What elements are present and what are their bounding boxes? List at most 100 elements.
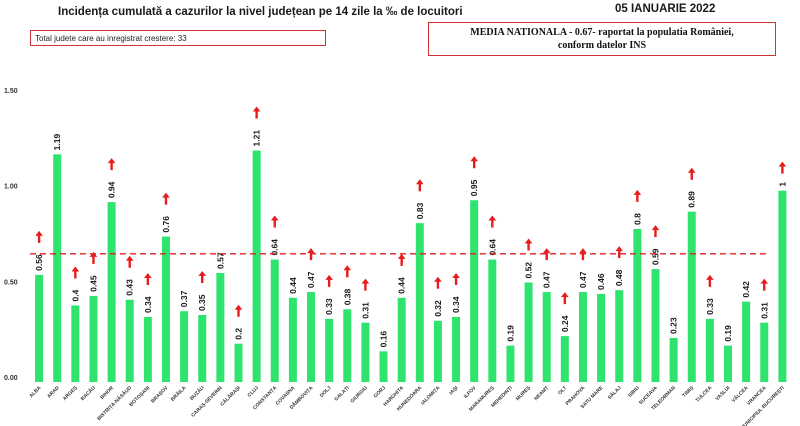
value-label: 0.52: [524, 262, 534, 279]
category-label: TULCEA: [695, 385, 714, 404]
bar: [234, 343, 243, 382]
bar: [325, 318, 334, 382]
bar: [161, 236, 170, 382]
bar: [542, 292, 551, 382]
value-label: 0.4: [70, 289, 80, 301]
y-tick-label: 0.50: [4, 279, 18, 286]
bar: [71, 305, 80, 382]
increase-arrow-icon: [488, 215, 497, 228]
bar: [270, 259, 279, 382]
growth-count-box: Total judete care au inregistrat crester…: [30, 30, 326, 46]
category-label: IAȘI: [448, 385, 460, 397]
category-label: OLT: [557, 385, 568, 396]
value-label: 0.83: [415, 202, 425, 219]
bar: [597, 293, 606, 382]
increase-arrow-icon: [144, 272, 152, 285]
increase-arrow-icon: [71, 266, 80, 279]
increase-arrow-icon: [198, 271, 207, 284]
bar: [615, 290, 624, 382]
category-label: BACĂU: [79, 384, 97, 402]
increase-arrow-icon: [162, 192, 170, 205]
bar: [361, 322, 370, 382]
bar: [397, 297, 406, 382]
increase-arrow-icon: [361, 278, 370, 291]
increase-arrow-icon: [325, 274, 333, 287]
category-label: CLUJ: [247, 385, 261, 399]
increase-arrow-icon: [89, 251, 98, 264]
increase-arrow-icon: [234, 304, 243, 317]
value-label: 0.64: [270, 239, 280, 256]
bar: [180, 311, 189, 382]
value-label: 0.34: [451, 296, 461, 313]
increase-arrow-icon: [434, 276, 442, 289]
bar: [125, 299, 134, 382]
bar: [470, 200, 479, 382]
value-label: 0.47: [306, 271, 316, 288]
chart-title: Incidența cumulată a cazurilor la nivel …: [58, 6, 463, 18]
value-label: 0.59: [650, 248, 660, 265]
y-tick-label: 1.00: [4, 184, 18, 191]
increase-arrow-icon: [125, 255, 134, 268]
value-label: 0.64: [487, 239, 497, 256]
increase-arrow-icon: [397, 253, 406, 266]
category-label: GIURGIU: [349, 385, 369, 405]
value-label: 0.24: [560, 315, 570, 332]
category-label: ALBA: [28, 385, 42, 399]
value-label: 0.46: [596, 273, 606, 290]
increase-arrow-icon: [524, 238, 533, 251]
bar: [488, 259, 497, 382]
increase-arrow-icon: [615, 246, 624, 259]
increase-arrow-icon: [706, 274, 714, 287]
bar: [379, 351, 388, 382]
category-label: ARAD: [46, 385, 61, 400]
category-label: BRĂILA: [169, 384, 188, 403]
national-average-text: MEDIA NATIONALA - 0.67- raportat la popu…: [470, 27, 734, 38]
value-label: 0.44: [288, 277, 298, 294]
increase-arrow-icon: [561, 292, 569, 305]
value-label: 0.19: [505, 325, 515, 342]
increase-arrow-icon: [760, 278, 769, 291]
national-average-source: conform datelor INS: [557, 40, 647, 51]
bar: [216, 272, 225, 382]
value-label: 0.8: [632, 213, 642, 225]
value-label: 0.31: [360, 302, 370, 319]
increase-arrow-icon: [107, 158, 116, 171]
increase-arrow-icon: [687, 167, 696, 180]
increase-arrow-icon: [651, 225, 660, 238]
value-label: 0.57: [215, 252, 225, 269]
bar: [560, 336, 569, 382]
category-label: ILFOV: [463, 385, 478, 400]
bar: [107, 202, 116, 382]
bar: [89, 295, 98, 382]
value-label: 0.43: [125, 279, 135, 296]
category-label: IALOMIȚA: [420, 385, 442, 407]
bar: [724, 345, 733, 382]
category-label: CĂLĂRAȘI: [219, 384, 243, 408]
value-label: 0.38: [342, 288, 352, 305]
value-label: 0.33: [324, 298, 334, 315]
bar: [415, 223, 424, 382]
increase-arrow-icon: [270, 215, 279, 228]
value-label: 0.89: [687, 191, 697, 208]
bar: [524, 282, 533, 382]
value-label: 0.34: [143, 296, 153, 313]
value-label: 0.95: [469, 179, 479, 196]
report-date: 05 IANUARIE 2022: [615, 3, 716, 15]
increase-arrow-icon: [633, 189, 642, 202]
bar: [633, 228, 642, 382]
bar: [452, 316, 461, 382]
value-label: 0.33: [705, 298, 715, 315]
bar: [506, 345, 515, 382]
category-label: VASLUI: [714, 385, 731, 402]
increase-arrow-icon: [452, 272, 460, 285]
y-tick-label: 1.50: [4, 88, 18, 95]
category-label: NEAMȚ: [533, 385, 550, 402]
bar: [705, 318, 714, 382]
bar: [252, 150, 261, 382]
increase-arrow-icon: [415, 179, 424, 192]
bar: [143, 316, 152, 382]
bar: [651, 269, 660, 382]
bar: [578, 292, 587, 382]
category-label: GALAȚI: [333, 385, 351, 403]
